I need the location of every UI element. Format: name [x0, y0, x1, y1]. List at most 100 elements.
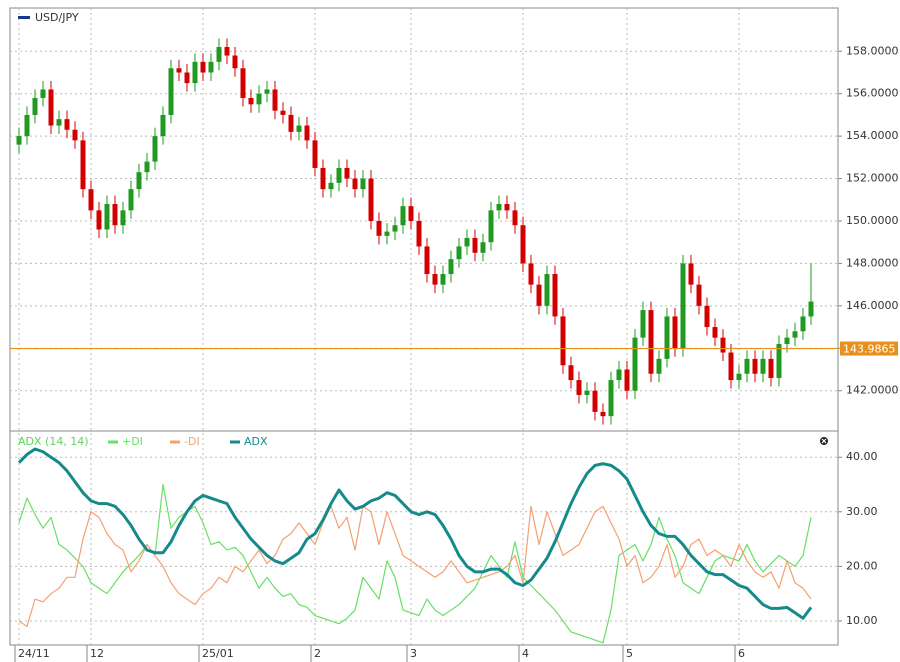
candle-body: [280, 110, 286, 115]
candle-body: [776, 344, 782, 378]
candle-body: [656, 358, 662, 374]
current-price-label: 143.9865: [843, 343, 896, 356]
candle-body: [144, 161, 150, 173]
indicator-line: [17, 447, 813, 620]
candle-body: [248, 97, 254, 105]
candle-body: [784, 337, 790, 345]
candle-body: [808, 301, 814, 317]
candle-body: [512, 210, 518, 226]
candle-body: [600, 411, 606, 417]
candle-body: [520, 225, 526, 264]
candle-body: [680, 263, 686, 349]
candle-body: [720, 337, 726, 353]
y-tick-label: 146.0000: [846, 299, 899, 312]
candle-body: [312, 140, 318, 168]
candle-body: [480, 242, 486, 253]
x-tick-label: 25/01: [202, 647, 234, 660]
candle-body: [368, 178, 374, 221]
candle-body: [320, 167, 326, 190]
y-tick-label: 30.00: [846, 505, 878, 518]
candle-body: [576, 380, 582, 395]
y-tick-label: 10.00: [846, 614, 878, 627]
candle-body: [704, 305, 710, 328]
candle-body: [112, 204, 118, 226]
y-tick-label: 142.0000: [846, 384, 899, 397]
close-icon: [821, 438, 827, 444]
candle-body: [56, 119, 62, 126]
candle-body: [424, 246, 430, 275]
chart-title: USD/JPY: [35, 11, 79, 24]
candle-body: [624, 369, 630, 391]
candle-body: [16, 136, 22, 145]
candle-body: [304, 125, 310, 141]
candle-body: [200, 61, 206, 73]
candle-body: [688, 263, 694, 285]
candle-body: [768, 358, 774, 378]
x-tick-label: 12: [90, 647, 104, 660]
candle-body: [792, 331, 798, 338]
candle-body: [128, 189, 134, 211]
candle-body: [120, 210, 126, 226]
candle-body: [800, 316, 806, 332]
candle-body: [448, 259, 454, 275]
candle-body: [504, 204, 510, 211]
candle-body: [360, 178, 366, 190]
candle-body: [160, 114, 166, 137]
candle-body: [232, 55, 238, 69]
candle-body: [264, 89, 270, 94]
y-tick-label: 152.0000: [846, 172, 899, 185]
legend-label: +DI: [122, 435, 143, 448]
candle-body: [352, 178, 358, 190]
candle-body: [616, 369, 622, 381]
legend-label: -DI: [184, 435, 200, 448]
y-tick-label: 20.00: [846, 559, 878, 572]
x-tick-label: 6: [738, 647, 745, 660]
candle-body: [712, 327, 718, 338]
x-tick-label: 3: [410, 647, 417, 660]
candle-body: [208, 61, 214, 73]
y-tick-label: 150.0000: [846, 214, 899, 227]
candle-body: [272, 89, 278, 111]
candle-body: [328, 182, 334, 190]
candle-body: [48, 89, 54, 126]
candle-body: [744, 358, 750, 374]
candle-body: [432, 274, 438, 285]
candle-body: [104, 204, 110, 230]
candle-body: [632, 337, 638, 391]
candle-body: [288, 114, 294, 132]
candle-body: [408, 206, 414, 221]
candle-body: [536, 284, 542, 306]
candle-body: [440, 274, 446, 285]
candle-body: [224, 47, 230, 56]
candle-body: [192, 61, 198, 84]
candle-body: [384, 231, 390, 236]
candle-body: [168, 68, 174, 115]
y-tick-label: 158.0000: [846, 44, 899, 57]
y-tick-label: 40.00: [846, 450, 878, 463]
candle-body: [664, 316, 670, 359]
candle-body: [456, 246, 462, 260]
indicator-label: ADX (14, 14): [18, 435, 89, 448]
candle-body: [376, 220, 382, 236]
candle-body: [560, 316, 566, 366]
x-tick-label: 5: [626, 647, 633, 660]
candle-body: [528, 263, 534, 285]
candle-body: [40, 89, 46, 98]
candle-body: [672, 316, 678, 349]
candle-body: [696, 284, 702, 306]
candle-body: [392, 225, 398, 232]
candle-body: [400, 206, 406, 226]
candle-body: [584, 390, 590, 395]
x-tick-label: 4: [522, 647, 529, 660]
candle-body: [336, 167, 342, 183]
y-tick-label: 148.0000: [846, 256, 899, 269]
candle-body: [568, 365, 574, 381]
candle-body: [728, 352, 734, 381]
candle-body: [136, 172, 142, 190]
candle-body: [88, 189, 94, 211]
candle-body: [344, 167, 350, 179]
candle-body: [152, 136, 158, 162]
candle-body: [608, 380, 614, 417]
candle-body: [24, 114, 30, 137]
candle-body: [240, 68, 246, 98]
